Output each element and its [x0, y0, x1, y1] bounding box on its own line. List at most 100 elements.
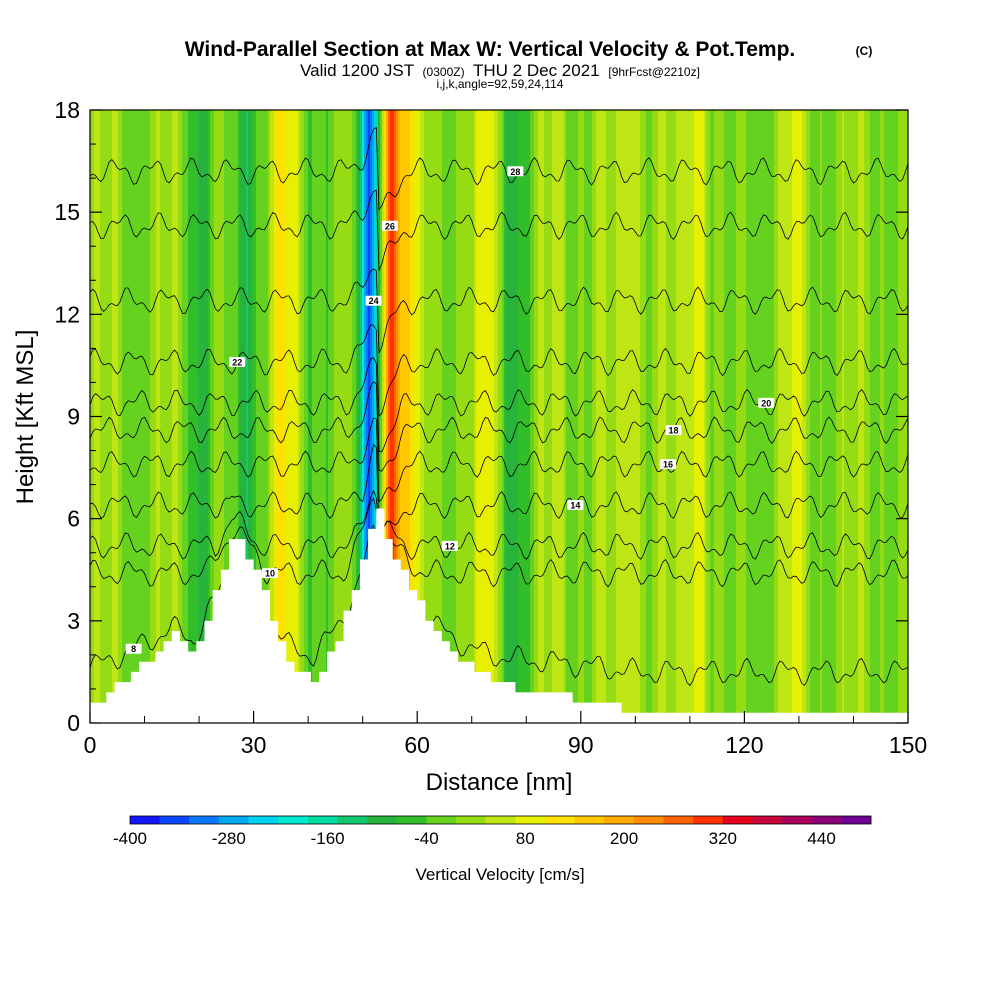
velocity-column — [786, 110, 789, 713]
velocity-column — [412, 110, 415, 713]
velocity-column — [174, 110, 177, 713]
colorbar-tick-label: -400 — [113, 829, 147, 848]
x-tick-label: 150 — [889, 732, 927, 758]
theta-contour-line — [90, 268, 908, 354]
velocity-column — [614, 110, 617, 713]
velocity-column — [874, 110, 877, 713]
velocity-column — [228, 110, 231, 713]
theta-contour-line — [90, 126, 908, 211]
velocity-column — [434, 110, 437, 713]
velocity-column — [718, 110, 721, 713]
velocity-column — [828, 110, 831, 713]
x-tick-label: 0 — [84, 732, 97, 758]
velocity-column — [372, 110, 375, 713]
velocity-column — [440, 110, 443, 713]
velocity-column — [782, 110, 785, 713]
velocity-column — [818, 110, 821, 713]
velocity-column — [350, 110, 353, 713]
velocity-column — [382, 110, 385, 713]
velocity-column — [498, 110, 501, 713]
contour-label-bg — [758, 397, 775, 408]
velocity-column — [406, 110, 409, 713]
velocity-column — [856, 110, 859, 713]
velocity-column — [622, 110, 625, 713]
chart-title: Wind-Parallel Section at Max W: Vertical… — [185, 38, 796, 61]
velocity-column — [346, 110, 349, 713]
colorbar-segment — [337, 816, 368, 824]
velocity-column — [484, 110, 487, 713]
velocity-column — [106, 110, 109, 713]
velocity-column — [870, 110, 873, 713]
velocity-column — [876, 110, 879, 713]
velocity-column — [734, 110, 737, 713]
velocity-column — [758, 110, 761, 713]
contour-label: 12 — [445, 541, 455, 551]
velocity-column — [570, 110, 573, 713]
velocity-column — [192, 110, 195, 713]
velocity-column — [432, 110, 435, 713]
velocity-column — [584, 110, 587, 713]
velocity-column — [170, 110, 173, 713]
y-tick-label: 18 — [54, 97, 80, 123]
y-axis-label: Height [Kft MSL] — [12, 330, 39, 505]
velocity-column — [646, 110, 649, 713]
colorbar-segment — [278, 816, 309, 824]
velocity-column — [458, 110, 461, 713]
velocity-column — [590, 110, 593, 713]
velocity-column — [206, 110, 209, 713]
velocity-column — [466, 110, 469, 713]
velocity-column — [620, 110, 623, 713]
velocity-column — [124, 110, 127, 713]
velocity-column — [606, 110, 609, 713]
velocity-column — [194, 110, 197, 713]
velocity-column — [860, 110, 863, 713]
valid-utc: (0300Z) — [423, 65, 465, 79]
x-tick-label: 60 — [404, 732, 430, 758]
velocity-column — [528, 110, 531, 713]
velocity-column — [832, 110, 835, 713]
velocity-column — [638, 110, 641, 713]
velocity-column — [740, 110, 743, 713]
velocity-column — [100, 110, 103, 713]
velocity-column — [508, 110, 511, 713]
velocity-column — [250, 110, 253, 713]
velocity-column — [884, 110, 887, 713]
velocity-column — [468, 110, 471, 713]
velocity-column — [478, 110, 481, 713]
velocity-column — [298, 110, 301, 713]
velocity-column — [220, 110, 223, 713]
velocity-column — [218, 110, 221, 713]
velocity-column — [326, 110, 329, 713]
velocity-column — [566, 110, 569, 713]
velocity-column — [524, 110, 527, 713]
colorbar-segment — [367, 816, 398, 824]
colorbar-tick-label: -40 — [414, 829, 439, 848]
velocity-column — [480, 110, 483, 713]
colorbar-segment — [574, 816, 605, 824]
colorbar-segment — [307, 816, 338, 824]
velocity-column — [266, 110, 269, 713]
velocity-column — [658, 110, 661, 713]
velocity-column — [400, 110, 403, 713]
velocity-column — [448, 110, 451, 713]
velocity-column — [702, 110, 705, 713]
velocity-column — [684, 110, 687, 713]
velocity-column — [296, 110, 299, 713]
colorbar-segment — [633, 816, 664, 824]
velocity-column — [864, 110, 867, 713]
velocity-column — [890, 110, 893, 713]
velocity-column — [260, 110, 263, 713]
velocity-column — [420, 110, 423, 713]
velocity-column — [414, 110, 417, 713]
velocity-column — [554, 110, 557, 713]
velocity-column — [816, 110, 819, 713]
velocity-column — [618, 110, 621, 713]
velocity-column — [512, 110, 515, 713]
colorbar: -400 -280 -160 -40 80 200 320 440 — [113, 815, 872, 848]
contour-label: 22 — [232, 358, 242, 368]
velocity-column — [738, 110, 741, 713]
velocity-column — [490, 110, 493, 713]
plot-area: 8 10 12 14 16 18 20 22 24 26 28 — [90, 110, 908, 723]
velocity-column — [226, 110, 229, 713]
